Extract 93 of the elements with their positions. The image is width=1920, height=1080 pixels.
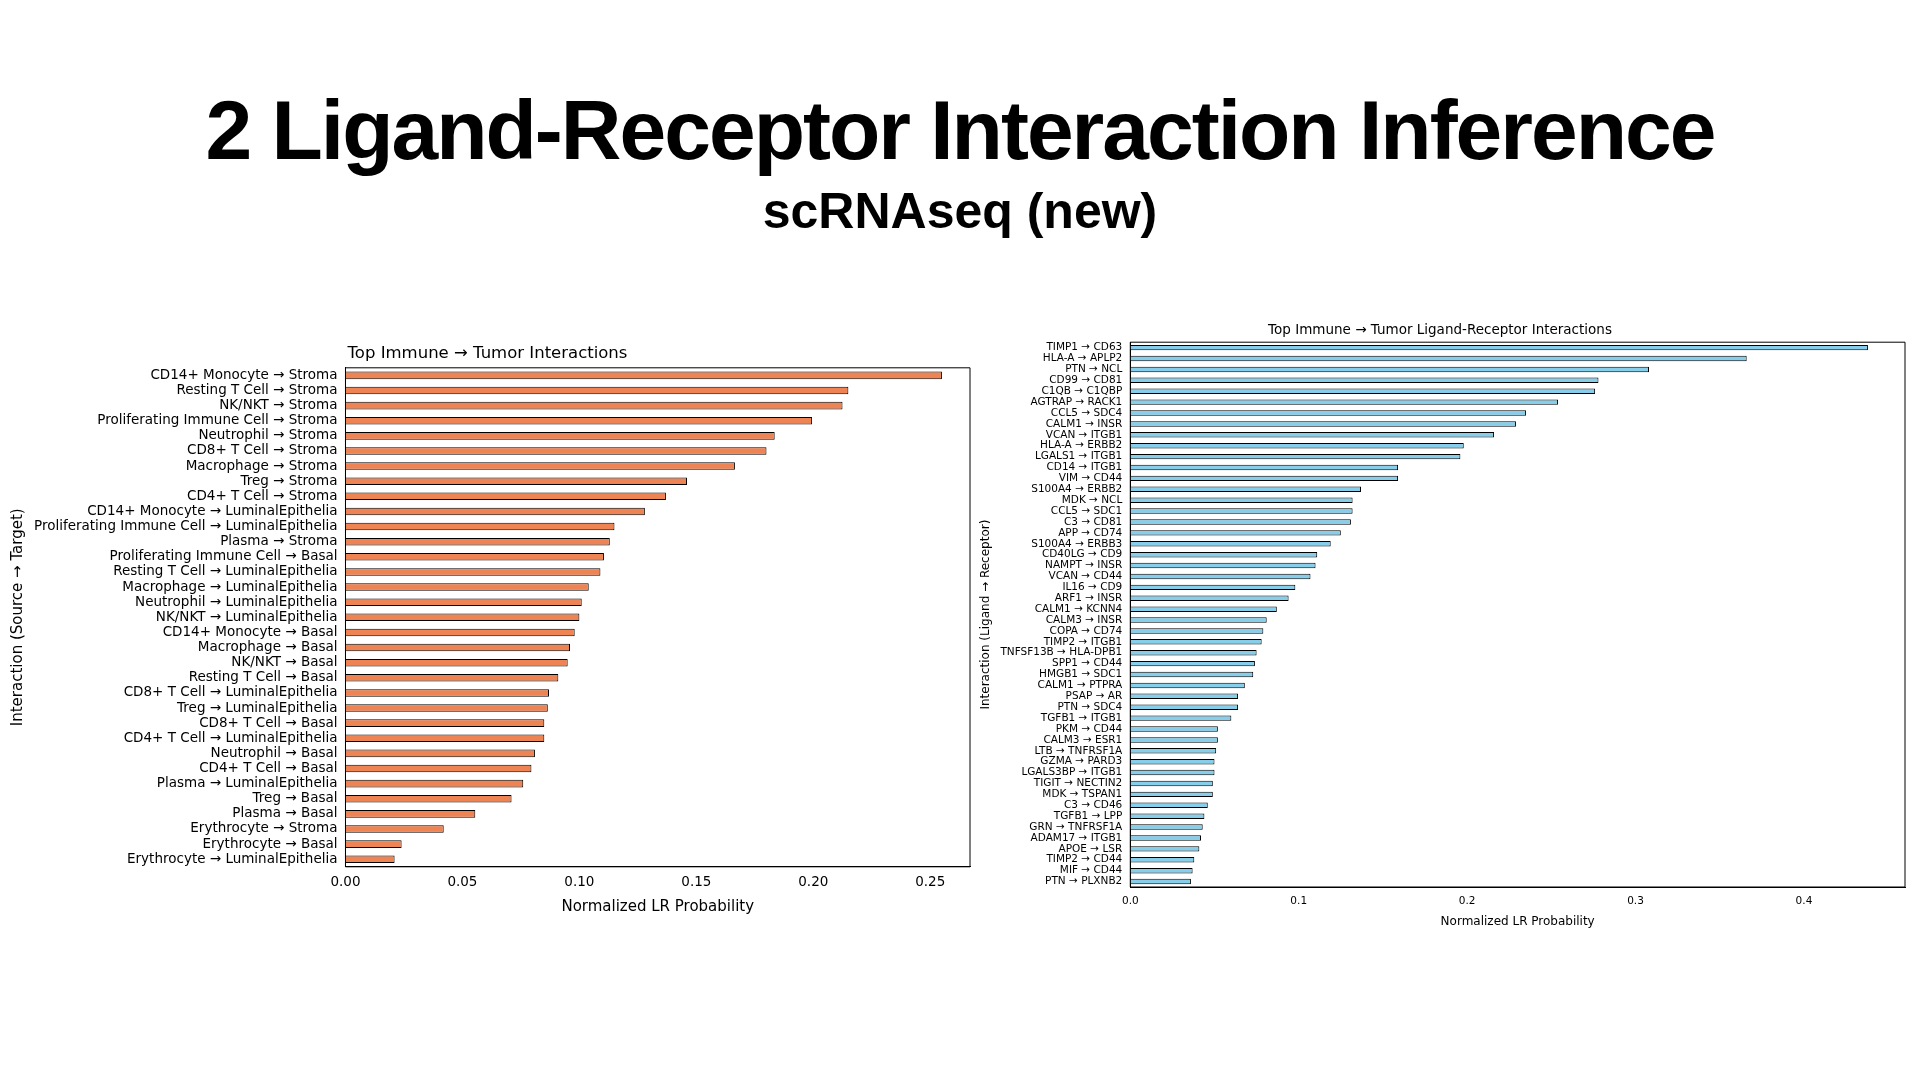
y-tick-label: LTB → TNFRSF1A bbox=[1034, 743, 1124, 756]
y-tick-label: Proliferating Immune Cell → Stroma bbox=[97, 411, 338, 428]
y-tick-label: TGFB1 → LPP bbox=[1052, 808, 1123, 821]
chart-title: Top Immune → Tumor Ligand-Receptor Interactions bbox=[1267, 320, 1612, 337]
x-tick-label: 0.00 bbox=[330, 873, 361, 890]
y-tick-label: S100A4 → ERBB2 bbox=[1031, 482, 1123, 495]
y-tick-label: Macrophage → Stroma bbox=[185, 456, 338, 473]
y-tick-label: CALM1 → KCNN4 bbox=[1034, 601, 1123, 614]
y-tick-label: Proliferating Immune Cell → LuminalEpithelia bbox=[34, 517, 338, 534]
y-tick-label: NAMPT → INSR bbox=[1045, 558, 1123, 571]
y-tick-label: Plasma → Stroma bbox=[220, 532, 338, 549]
y-tick-label: Erythrocyte → Basal bbox=[202, 834, 338, 851]
y-tick-label: VIM → CD44 bbox=[1058, 471, 1123, 484]
y-tick-label: MIF → CD44 bbox=[1059, 863, 1123, 876]
y-tick-label: LGALS1 → ITGB1 bbox=[1034, 449, 1123, 462]
y-tick-label: CALM3 → ESR1 bbox=[1043, 732, 1123, 745]
y-axis-title: Interaction (Ligand → Receptor) bbox=[978, 519, 993, 710]
y-tick-label: TGFB1 → ITGB1 bbox=[1039, 710, 1123, 723]
y-tick-label: TIGIT → NECTIN2 bbox=[1032, 776, 1123, 789]
y-tick-label: Macrophage → Basal bbox=[197, 638, 338, 655]
y-tick-label: Resting T Cell → LuminalEpithelia bbox=[113, 562, 338, 579]
y-tick-label: TIMP2 → ITGB1 bbox=[1042, 634, 1123, 647]
y-tick-label: SPP1 → CD44 bbox=[1052, 656, 1123, 669]
x-tick-label: 0.20 bbox=[798, 873, 829, 890]
y-axis-title: Interaction (Source → Target) bbox=[7, 508, 26, 727]
x-tick-label: 0.05 bbox=[447, 873, 478, 890]
y-tick-label: C1QB → C1QBP bbox=[1041, 383, 1123, 396]
y-tick-label: HLA-A → APLP2 bbox=[1042, 351, 1123, 364]
x-axis-title: Normalized LR Probability bbox=[1440, 913, 1595, 928]
y-tick-label: Macrophage → LuminalEpithelia bbox=[122, 577, 338, 594]
y-tick-label: PTN → NCL bbox=[1065, 362, 1123, 375]
y-tick-label: CD14+ Monocyte → Stroma bbox=[150, 365, 338, 382]
text: 2 Ligand-Receptor Interaction Inference bbox=[204, 82, 1716, 179]
y-tick-label: IL16 → CD9 bbox=[1062, 580, 1123, 593]
y-tick-label: Neutrophil → Stroma bbox=[198, 426, 338, 443]
y-tick-label: CD40LG → CD9 bbox=[1041, 547, 1123, 560]
y-tick-label: TNFSF13B → HLA-DPB1 bbox=[999, 645, 1123, 658]
x-tick-label: 0.0 bbox=[1121, 894, 1139, 907]
y-tick-label: Plasma → LuminalEpithelia bbox=[156, 774, 338, 791]
y-tick-label: Treg → LuminalEpithelia bbox=[176, 698, 338, 715]
y-tick-label: APOE → LSR bbox=[1058, 841, 1123, 854]
y-tick-label: PTN → PLXNB2 bbox=[1045, 874, 1123, 887]
x-tick-label: 0.15 bbox=[681, 873, 712, 890]
y-tick-label: GZMA → PARD3 bbox=[1040, 754, 1123, 767]
y-tick-label: CALM1 → PTPRA bbox=[1037, 678, 1124, 691]
x-tick-label: 0.10 bbox=[564, 873, 595, 890]
y-tick-label: CCL5 → SDC1 bbox=[1050, 503, 1123, 516]
y-tick-label: Proliferating Immune Cell → Basal bbox=[109, 547, 338, 564]
y-tick-label: S100A4 → ERBB3 bbox=[1031, 536, 1123, 549]
y-tick-label: HMGB1 → SDC1 bbox=[1039, 667, 1123, 680]
y-tick-label: TIMP1 → CD63 bbox=[1045, 340, 1123, 353]
y-tick-label: MDK → TSPAN1 bbox=[1042, 787, 1123, 800]
y-tick-label: LGALS3BP → ITGB1 bbox=[1021, 765, 1123, 778]
text: scRNAseq (new) bbox=[761, 182, 1159, 241]
y-tick-label: PSAP → AR bbox=[1065, 689, 1123, 702]
y-tick-label: COPA → CD74 bbox=[1049, 623, 1123, 636]
y-tick-label: Treg → Basal bbox=[251, 789, 338, 806]
y-tick-label: GRN → TNFRSF1A bbox=[1029, 819, 1124, 832]
y-tick-label: ADAM17 → ITGB1 bbox=[1030, 830, 1123, 843]
x-tick-label: 0.4 bbox=[1795, 894, 1813, 907]
y-tick-label: Plasma → Basal bbox=[232, 804, 338, 821]
y-tick-label: APP → CD74 bbox=[1058, 525, 1123, 538]
y-tick-label: AGTRAP → RACK1 bbox=[1030, 394, 1123, 407]
x-tick-label: 0.1 bbox=[1290, 894, 1308, 907]
y-tick-label: C3 → CD81 bbox=[1064, 514, 1123, 527]
y-tick-label: HLA-A → ERBB2 bbox=[1040, 438, 1123, 451]
y-tick-label: CD4+ T Cell → LuminalEpithelia bbox=[123, 728, 338, 745]
y-tick-label: CALM3 → INSR bbox=[1045, 612, 1123, 625]
y-tick-label: TIMP2 → CD44 bbox=[1045, 852, 1123, 865]
chart-title: Top Immune → Tumor Interactions bbox=[346, 343, 628, 363]
y-tick-label: CD4+ T Cell → Basal bbox=[199, 759, 338, 776]
x-tick-label: 0.2 bbox=[1458, 894, 1476, 907]
x-tick-label: 0.25 bbox=[915, 873, 946, 890]
y-tick-label: PKM → CD44 bbox=[1055, 721, 1123, 734]
x-tick-label: 0.3 bbox=[1627, 894, 1644, 907]
y-tick-label: C3 → CD46 bbox=[1064, 798, 1123, 811]
y-tick-label: VCAN → CD44 bbox=[1048, 569, 1123, 582]
y-tick-label: Erythrocyte → Stroma bbox=[190, 819, 338, 836]
y-tick-label: ARF1 → INSR bbox=[1054, 590, 1123, 603]
y-tick-label: CCL5 → SDC4 bbox=[1050, 405, 1123, 418]
y-tick-label: CD99 → CD81 bbox=[1049, 373, 1123, 386]
y-tick-label: Resting T Cell → Basal bbox=[188, 668, 338, 685]
y-tick-label: MDK → NCL bbox=[1061, 492, 1123, 505]
y-tick-label: NK/NKT → Stroma bbox=[219, 396, 338, 413]
y-tick-label: CD14 → ITGB1 bbox=[1046, 460, 1123, 473]
y-tick-label: VCAN → ITGB1 bbox=[1045, 427, 1123, 440]
y-tick-label: PTN → SDC4 bbox=[1057, 699, 1123, 712]
y-tick-label: CD8+ T Cell → LuminalEpithelia bbox=[123, 683, 338, 700]
y-tick-label: CD8+ T Cell → Stroma bbox=[187, 441, 338, 458]
y-tick-label: NK/NKT → Basal bbox=[231, 653, 338, 670]
x-axis-title: Normalized LR Probability bbox=[561, 896, 755, 915]
y-tick-label: CALM1 → INSR bbox=[1045, 416, 1123, 429]
y-tick-label: CD14+ Monocyte → LuminalEpithelia bbox=[87, 501, 338, 518]
